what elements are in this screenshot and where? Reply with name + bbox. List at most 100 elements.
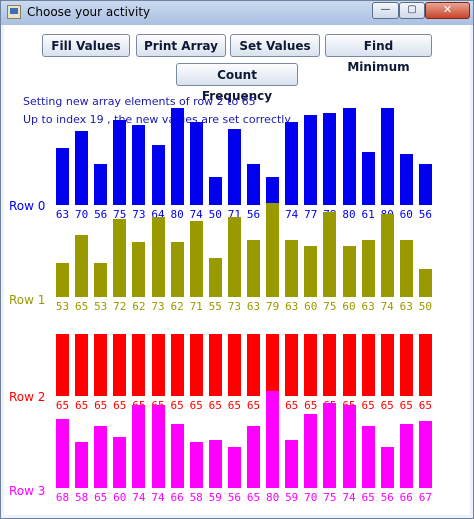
bar-row0-index8 [208,177,222,205]
value-label-row3-index1: 58 [74,491,89,504]
value-label-row1-index17: 74 [380,300,394,313]
value-label-row1-index8: 55 [208,300,222,313]
bar-row2-index0 [56,333,69,396]
find-minimum-button[interactable]: Find Minimum [325,34,432,74]
bar-row3-index4 [132,405,146,488]
value-label-row0-index8: 50 [208,208,222,221]
bar-row2-index15 [342,333,356,396]
row-label-3: Row 3 [9,484,46,498]
value-label-row1-index2: 53 [94,300,108,313]
minimize-button[interactable]: — [372,2,399,19]
bar-row2-index7 [189,333,203,396]
value-label-row0-index18: 60 [399,208,413,221]
fill-values-button[interactable]: Fill Values [42,34,130,57]
value-label-row1-index19: 50 [418,300,433,313]
bar-row2-index10 [247,333,260,396]
value-label-row2-index0: 65 [55,399,70,412]
value-label-row1-index1: 65 [74,300,89,313]
value-label-row3-index9: 56 [227,491,242,504]
window-title: Choose your activity [27,5,151,19]
value-label-row0-index0: 63 [55,208,70,221]
value-label-row1-index10: 63 [246,300,261,313]
value-label-row1-index6: 62 [170,300,184,313]
value-label-row2-index17: 65 [380,399,394,412]
bar-row0-index14 [323,113,337,205]
value-label-row2-index19: 65 [418,399,433,412]
bar-row2-index18 [399,333,413,396]
maximize-button[interactable]: ▢ [399,2,425,19]
value-label-row3-index13: 70 [304,491,318,504]
value-label-row3-index2: 65 [94,491,108,504]
value-label-row3-index4: 74 [132,491,146,504]
bar-row0-index5 [151,145,165,205]
bar-row2-index14 [323,333,337,396]
value-label-row2-index13: 65 [304,399,318,412]
bar-row3-index16 [361,425,375,488]
bar-row0-index1 [75,131,89,205]
value-label-row2-index18: 65 [399,399,413,412]
value-label-row1-index0: 53 [55,300,70,313]
bar-row3-index8 [208,439,222,488]
set-values-button[interactable]: Set Values [230,34,320,57]
value-label-row2-index10: 65 [246,399,261,412]
bar-row1-index3 [113,218,127,297]
bar-row3-index11 [266,391,280,488]
bar-row0-index0 [56,147,69,205]
bar-row1-index11 [266,202,280,297]
bar-row2-index19 [418,333,432,396]
value-label-row2-index2: 65 [94,399,108,412]
value-label-row3-index3: 60 [113,491,127,504]
value-label-row3-index8: 59 [208,491,222,504]
value-label-row1-index15: 60 [342,300,356,313]
bar-row1-index4 [132,241,146,297]
bar-row0-index15 [342,108,356,205]
bar-row0-index3 [113,119,127,205]
value-label-row3-index11: 80 [265,491,280,504]
count-frequency-button[interactable]: Count Frequency [176,63,298,103]
status-message-1: Setting new array elements of row 2 to 6… [23,95,256,108]
value-label-row3-index6: 66 [170,491,184,504]
bar-row2-index13 [304,333,318,396]
value-label-row0-index16: 61 [361,208,375,221]
bar-row2-index3 [113,333,127,396]
bar-row0-index7 [189,122,203,205]
value-label-row2-index12: 65 [285,399,299,412]
bar-row3-index3 [113,437,127,488]
bar-row0-index11 [266,177,280,205]
bar-row1-index2 [94,262,108,297]
title-bar[interactable]: Choose your activity — ▢ ✕ [1,1,473,25]
bar-row1-index9 [227,216,241,297]
value-label-row2-index16: 65 [361,399,375,412]
bar-row1-index17 [380,214,394,297]
value-label-row2-index7: 65 [189,399,203,412]
value-label-row0-index3: 75 [113,208,127,221]
value-label-row3-index7: 58 [189,491,203,504]
value-label-row3-index18: 66 [399,491,413,504]
value-label-row0-index13: 77 [304,208,318,221]
bar-row2-index12 [285,333,299,396]
value-label-row3-index12: 59 [285,491,299,504]
bar-row1-index19 [418,269,432,297]
value-label-row0-index6: 80 [170,208,184,221]
bar-row1-index16 [361,239,375,297]
value-label-row1-index7: 71 [189,300,203,313]
bar-row0-index12 [285,122,299,205]
status-message-2: Up to index 19 , the new values are set … [23,113,291,126]
content-panel: Fill Values Print Array Set Values Find … [4,25,470,515]
print-array-button[interactable]: Print Array [136,34,226,57]
bar-row2-index2 [94,333,108,396]
value-label-row1-index4: 62 [132,300,146,313]
value-label-row3-index10: 65 [246,491,261,504]
bar-row3-index10 [247,425,260,488]
value-label-row1-index9: 73 [227,300,242,313]
value-label-row0-index19: 56 [418,208,433,221]
bar-row3-index14 [323,402,337,488]
value-label-row0-index1: 70 [74,208,89,221]
bar-row3-index12 [285,439,299,488]
value-label-row2-index9: 65 [227,399,242,412]
bar-row2-index1 [75,333,89,396]
close-button[interactable]: ✕ [425,2,470,19]
bar-row2-index9 [227,333,241,396]
bar-row1-index12 [285,239,299,297]
